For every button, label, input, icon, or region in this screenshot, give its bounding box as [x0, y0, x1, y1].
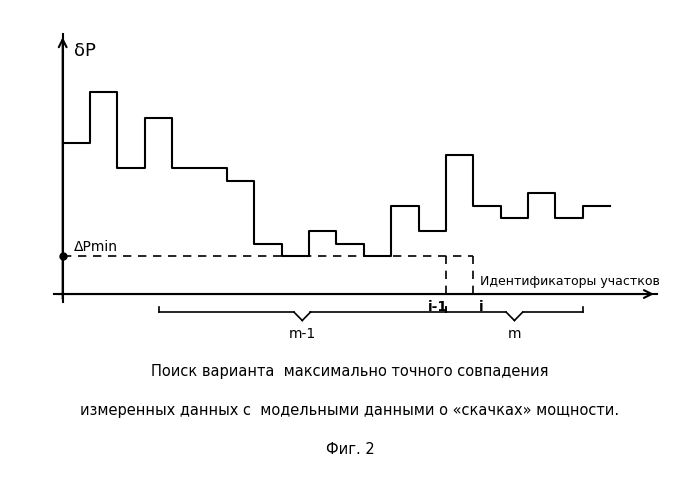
Text: m-1: m-1: [288, 327, 316, 341]
Text: δP: δP: [74, 42, 95, 60]
Text: ΔPmin: ΔPmin: [74, 240, 118, 254]
Text: i-1: i-1: [428, 300, 448, 314]
Text: m: m: [508, 327, 522, 341]
Text: Фиг. 2: Фиг. 2: [326, 442, 374, 457]
Text: Поиск варианта  максимально точного совпадения: Поиск варианта максимально точного совпа…: [151, 364, 549, 379]
Text: Идентификаторы участков: Идентификаторы участков: [480, 275, 659, 288]
Text: i: i: [480, 300, 484, 314]
Text: измеренных данных с  модельными данными о «скачках» мощности.: измеренных данных с модельными данными о…: [80, 403, 620, 418]
